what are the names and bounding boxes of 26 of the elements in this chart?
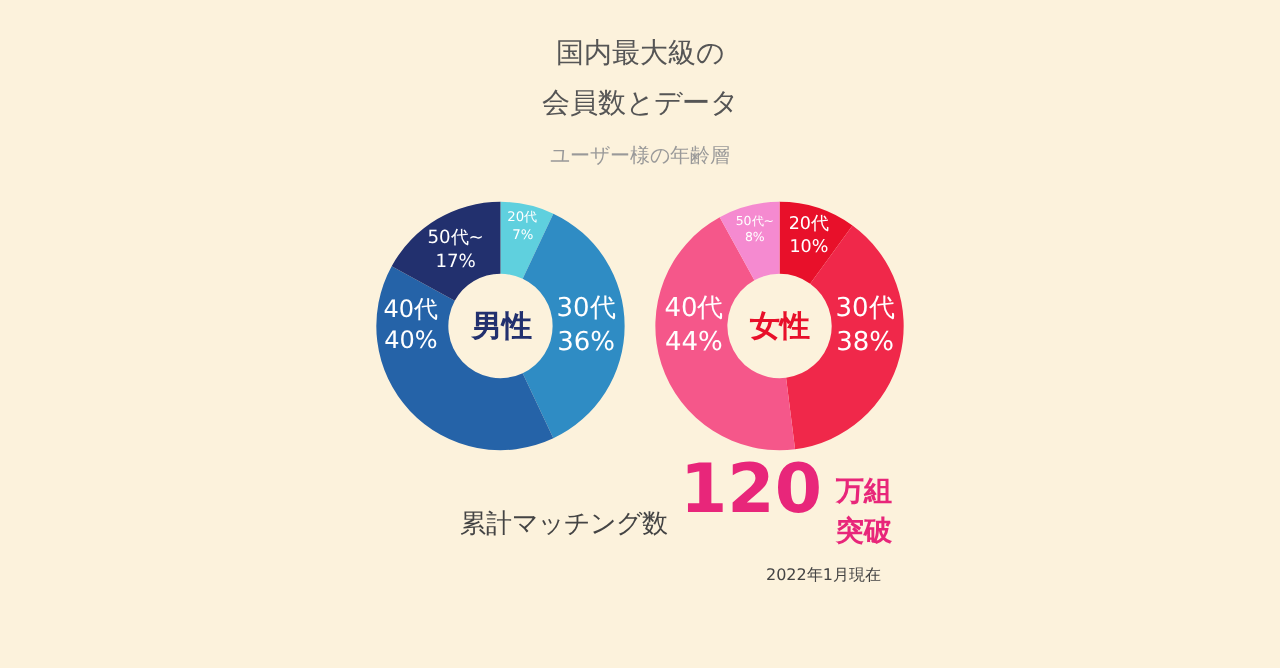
text: ユーザー様の年齢層 <box>550 144 730 168</box>
data-label: 38% <box>836 327 894 358</box>
donut-slice <box>391 201 501 301</box>
slice-label: 40代 <box>664 294 724 325</box>
donut-slice <box>500 201 554 279</box>
data-label: 17% <box>435 252 477 273</box>
data-label: 36% <box>557 327 615 358</box>
data-label: 40% <box>384 326 438 355</box>
data-label: 44% <box>665 327 723 358</box>
slice-label: 40代 <box>383 294 439 323</box>
slice-label: 30代 <box>556 294 616 325</box>
text: 突破 <box>834 514 894 548</box>
text: 万組 <box>834 476 892 508</box>
text: 男性 <box>470 308 532 344</box>
data-label: 10% <box>789 237 829 258</box>
slice-label: 50代~ <box>427 227 484 250</box>
donut-slice <box>376 266 554 450</box>
text: 累計マッチング数 <box>460 510 668 540</box>
text: 女性 <box>748 308 810 344</box>
text: 120 <box>680 450 822 530</box>
chart-subtitle: 会員数とデータ <box>542 88 738 120</box>
slice-label: 20代 <box>788 213 829 236</box>
chart-title: 国内最大級の <box>556 38 724 70</box>
donut-slice <box>719 201 780 281</box>
text: 2022年1月現在 <box>766 566 881 584</box>
slice-label: 30代 <box>835 294 895 325</box>
